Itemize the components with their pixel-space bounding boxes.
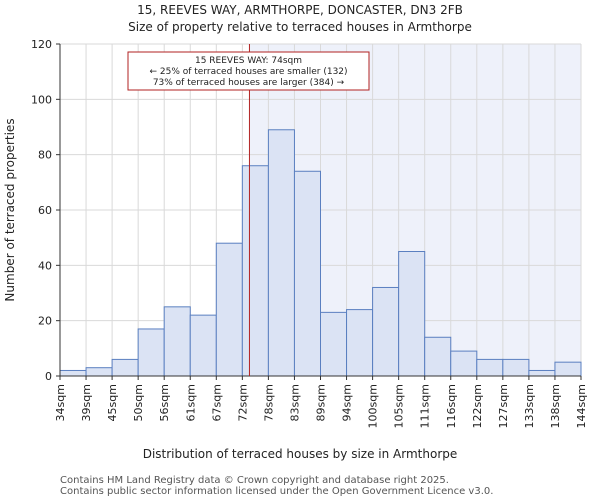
x-tick-label: 61sqm: [184, 384, 197, 421]
x-tick-label: 67sqm: [210, 384, 223, 421]
x-tick-label: 78sqm: [262, 384, 275, 421]
histogram-bar: [215, 242, 243, 377]
x-tick-label: 116sqm: [445, 384, 458, 428]
footer-line-1: Contains HM Land Registry data © Crown c…: [60, 475, 449, 486]
annotation-smaller: ← 25% of terraced houses are smaller (13…: [149, 67, 347, 77]
x-tick-label: 94sqm: [341, 384, 354, 421]
histogram-bar: [111, 358, 139, 377]
y-tick-label: 60: [38, 204, 52, 217]
histogram-bar: [554, 361, 582, 377]
chart-title: 15, REEVES WAY, ARMTHORPE, DONCASTER, DN…: [137, 3, 463, 17]
histogram-bar: [241, 165, 269, 377]
y-tick-label: 0: [45, 370, 52, 383]
y-tick-label: 100: [31, 93, 52, 106]
x-tick-label: 56sqm: [158, 384, 171, 421]
histogram-bar: [476, 358, 504, 377]
x-tick-label: 133sqm: [523, 384, 536, 428]
x-tick-label: 127sqm: [497, 384, 510, 428]
annotation-box: [127, 51, 370, 91]
x-tick-label: 83sqm: [288, 384, 301, 421]
histogram-bar: [137, 328, 165, 377]
y-axis-label: Number of terraced properties: [3, 118, 17, 301]
histogram-bar: [502, 358, 530, 377]
histogram-bar: [163, 306, 191, 377]
y-tick-label: 40: [38, 259, 52, 272]
histogram-bar: [267, 129, 295, 377]
histogram-bar: [528, 369, 556, 377]
histogram-bar: [450, 350, 478, 377]
x-tick-label: 45sqm: [106, 384, 119, 421]
chart-subtitle: Size of property relative to terraced ho…: [128, 20, 472, 34]
histogram-bar: [59, 369, 87, 377]
x-tick-label: 100sqm: [367, 384, 380, 428]
x-tick-label: 105sqm: [393, 384, 406, 428]
y-tick-label: 80: [38, 149, 52, 162]
y-tick-label: 120: [31, 38, 52, 51]
x-tick-label: 50sqm: [132, 384, 145, 421]
annotation-larger: 73% of terraced houses are larger (384) …: [153, 78, 345, 88]
histogram-bar: [320, 311, 348, 377]
histogram-bar: [189, 314, 217, 377]
x-tick-label: 138sqm: [549, 384, 562, 428]
x-axis-label: Distribution of terraced houses by size …: [143, 447, 458, 461]
histogram-bar: [346, 309, 374, 377]
x-tick-label: 72sqm: [236, 384, 249, 421]
x-tick-label: 111sqm: [419, 384, 432, 428]
histogram-bar: [372, 286, 400, 377]
x-tick-label: 144sqm: [575, 384, 588, 428]
y-tick-label: 20: [38, 315, 52, 328]
histogram-bar: [398, 251, 426, 377]
plot-area: 0 20 40 60 80 100 120 34sqm 39sqm 45sqm 50sqm 56sqm…: [31, 38, 588, 428]
x-tick-label: 89sqm: [315, 384, 328, 421]
histogram-bar: [424, 336, 452, 377]
x-tick-label: 39sqm: [80, 384, 93, 421]
histogram-bar: [85, 367, 113, 377]
footer-line-2: Contains public sector information licen…: [60, 486, 493, 497]
annotation-title: 15 REEVES WAY: 74sqm: [195, 56, 302, 66]
histogram-bar: [293, 170, 322, 377]
x-tick-label: 34sqm: [54, 384, 67, 421]
x-tick-label: 122sqm: [471, 384, 484, 428]
